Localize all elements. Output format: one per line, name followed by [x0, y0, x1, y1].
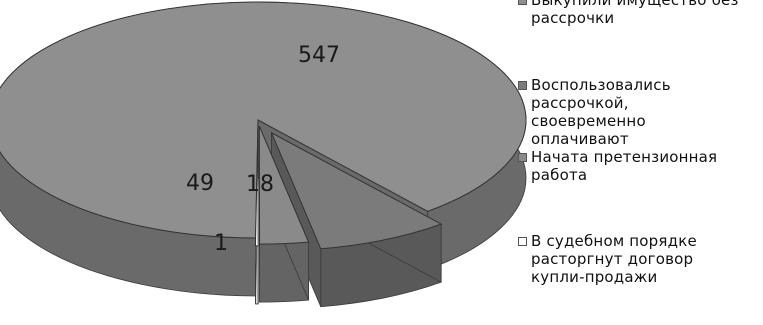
pie-tops	[0, 1, 527, 250]
pie-labels: 547 49 18 1	[186, 43, 340, 256]
legend-swatch	[518, 0, 527, 5]
legend: Выкупили имущество без рассрочки Восполь…	[518, 0, 758, 286]
legend-swatch	[518, 237, 527, 246]
pie-slice	[270, 131, 443, 250]
pie-data-label: 49	[186, 171, 214, 196]
pie-data-label: 18	[246, 172, 274, 197]
pie-slice	[254, 127, 259, 247]
legend-label: Выкупили имущество без рассрочки	[531, 0, 739, 27]
pie-slice	[0, 1, 527, 239]
pie-slice	[258, 125, 310, 245]
legend-swatch	[518, 81, 527, 90]
legend-item: Начата претензионная работа	[518, 148, 758, 184]
legend-item: Воспользовались рассрочкой, своевременно…	[518, 76, 758, 148]
pie-data-label: 1	[214, 231, 228, 256]
legend-label: Воспользовались рассрочкой, своевременно…	[531, 76, 671, 148]
pie-data-label: 547	[298, 43, 340, 68]
legend-item: В судебном порядке расторгнут договор ку…	[518, 232, 758, 286]
legend-label: Начата претензионная работа	[531, 148, 718, 184]
legend-item: Выкупили имущество без рассрочки	[518, 0, 758, 27]
legend-label: В судебном порядке расторгнут договор ку…	[531, 232, 697, 286]
legend-swatch	[518, 153, 527, 162]
